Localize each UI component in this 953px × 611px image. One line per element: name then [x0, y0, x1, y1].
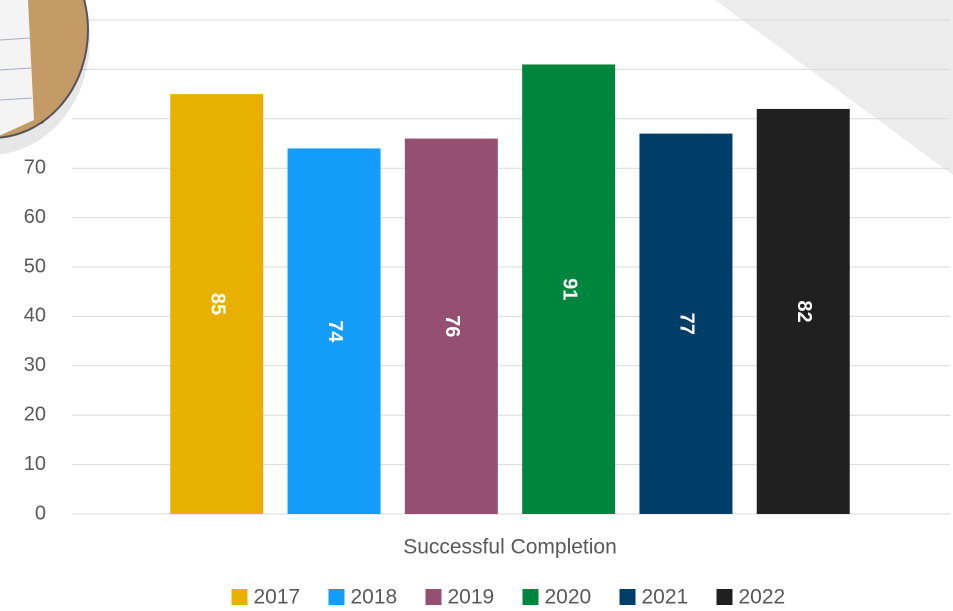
- y-tick-label: 70: [24, 156, 46, 178]
- data-label: 82: [793, 300, 815, 322]
- y-tick-label: 50: [24, 255, 46, 277]
- bar: [522, 64, 616, 515]
- legend-label: 2020: [545, 586, 592, 609]
- y-tick-label: 0: [35, 502, 46, 524]
- y-tick-label: 30: [24, 354, 46, 376]
- legend-label: 2017: [254, 586, 301, 609]
- y-tick-label: 20: [24, 403, 46, 425]
- bar: [756, 108, 850, 515]
- photo-decor: [0, 0, 90, 155]
- plot: 0102030405060708090100857476917782Succes…: [13, 8, 950, 609]
- data-label: 76: [441, 315, 463, 337]
- legend-swatch: [425, 589, 442, 605]
- data-label: 91: [558, 278, 580, 300]
- y-tick-label: 10: [24, 453, 46, 475]
- legend-swatch: [619, 589, 636, 605]
- legend-swatch: [231, 589, 248, 605]
- decor-triangle: [715, 0, 953, 175]
- data-label: 85: [206, 293, 228, 315]
- bar: [404, 138, 498, 514]
- x-tick-label: Successful Completion: [403, 536, 617, 559]
- legend-swatch: [716, 589, 733, 605]
- legend-label: 2019: [448, 586, 495, 609]
- bar: [170, 94, 264, 514]
- bar: [287, 148, 381, 514]
- legend-label: 2022: [739, 586, 786, 609]
- legend-label: 2018: [351, 586, 398, 609]
- legend-swatch: [328, 589, 345, 605]
- bar: [639, 133, 733, 514]
- legend-label: 2021: [642, 586, 689, 609]
- y-tick-label: 60: [24, 206, 46, 228]
- y-tick-label: 40: [24, 305, 46, 327]
- data-label: 74: [324, 320, 346, 343]
- legend-swatch: [522, 589, 539, 605]
- data-label: 77: [676, 313, 698, 335]
